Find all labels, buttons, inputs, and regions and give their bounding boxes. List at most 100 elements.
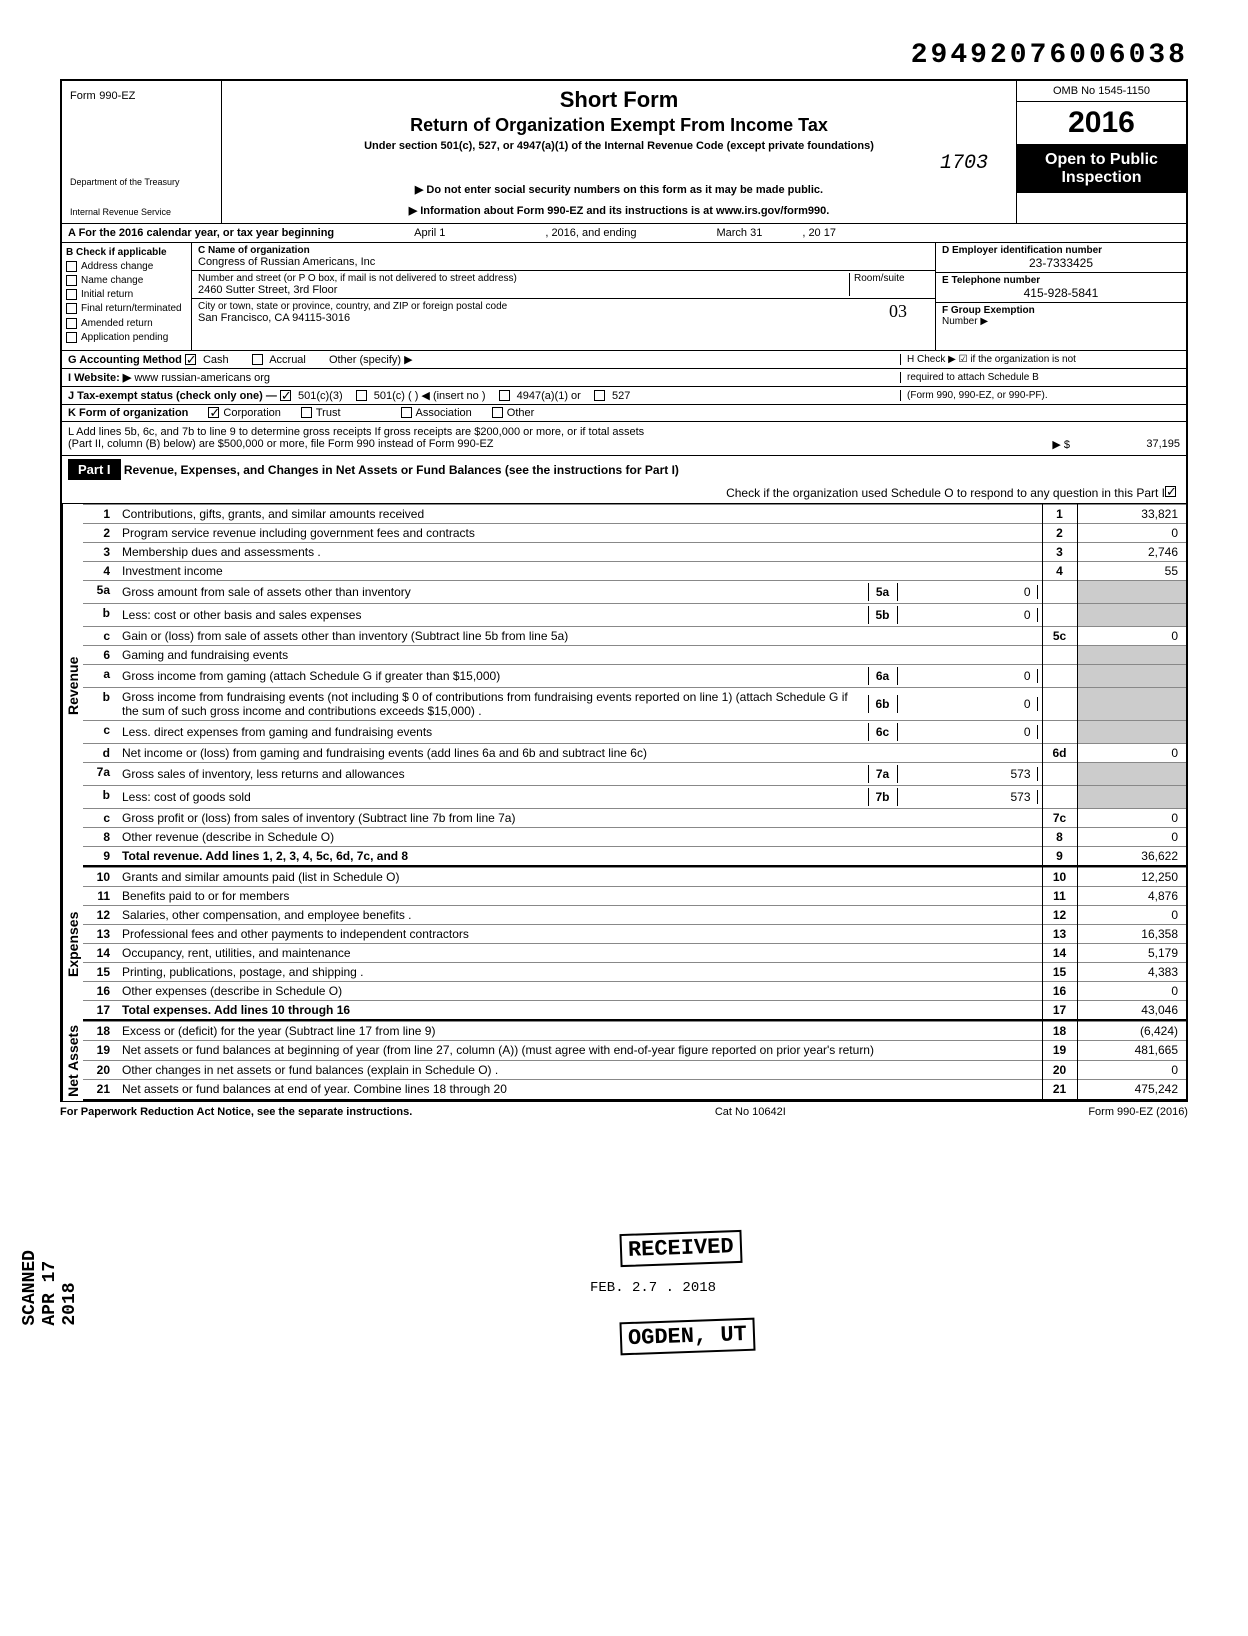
l-line1: L Add lines 5b, 6c, and 7b to line 9 to … [68, 426, 1180, 438]
l6-shade [1042, 645, 1077, 664]
check-cash[interactable] [185, 354, 196, 365]
check-final[interactable] [66, 303, 77, 314]
l5a-shade2 [1077, 580, 1187, 603]
dept-irs: Internal Revenue Service [70, 207, 213, 217]
lbl-insert: ) ◀ (insert no ) [415, 390, 486, 402]
l10-box: 10 [1042, 867, 1077, 886]
check-address[interactable] [66, 261, 77, 272]
l2-box: 2 [1042, 523, 1077, 542]
netassets-side-label: Net Assets [62, 1021, 83, 1101]
l3-amt: 2,746 [1077, 542, 1187, 561]
row-j-tax-status: J Tax-exempt status (check only one) — 5… [60, 387, 1188, 405]
j-label: J Tax-exempt status (check only one) — [68, 390, 277, 402]
l7b-shade2 [1077, 785, 1187, 808]
revenue-table: 1Contributions, gifts, grants, and simil… [83, 504, 1188, 867]
check-other-org[interactable] [492, 407, 503, 418]
l4-desc: Investment income [118, 561, 1042, 580]
lbl-assoc: Association [416, 407, 472, 419]
l2-amt: 0 [1077, 523, 1187, 542]
lbl-527: 527 [612, 390, 630, 402]
check-amended[interactable] [66, 318, 77, 329]
row-a-begin: April 1 [414, 227, 445, 239]
l13-amt: 16,358 [1077, 924, 1187, 943]
l20-num: 20 [83, 1060, 118, 1079]
l21-amt: 475,242 [1077, 1080, 1187, 1100]
name-label: C Name of organization [198, 245, 929, 256]
part1-title: Revenue, Expenses, and Changes in Net As… [124, 463, 679, 477]
barcode-number: 29492076006038 [60, 40, 1188, 71]
l11-amt: 4,876 [1077, 886, 1187, 905]
l5a-shade [1042, 580, 1077, 603]
l8-num: 8 [83, 827, 118, 846]
l5a-desc: Gross amount from sale of assets other t… [122, 585, 868, 599]
lbl-trust: Trust [316, 407, 341, 419]
l12-num: 12 [83, 905, 118, 924]
revenue-section: Revenue 1Contributions, gifts, grants, a… [60, 504, 1188, 867]
l6c-num: c [83, 720, 118, 743]
l13-num: 13 [83, 924, 118, 943]
l6-shade2 [1077, 645, 1187, 664]
open-line2: Inspection [1023, 169, 1180, 187]
l6d-box: 6d [1042, 743, 1077, 762]
l12-amt: 0 [1077, 905, 1187, 924]
footer-right: Form 990-EZ (2016) [1088, 1106, 1188, 1118]
website-value: www russian-americans org [134, 372, 270, 384]
col-c-org-info: C Name of organization Congress of Russi… [192, 243, 936, 350]
l6-desc: Gaming and fundraising events [118, 645, 1042, 664]
l12-box: 12 [1042, 905, 1077, 924]
l7a-num: 7a [83, 762, 118, 785]
lbl-initial: Initial return [81, 289, 133, 300]
l5b-shade [1042, 603, 1077, 626]
i-label: I Website: ▶ [68, 372, 131, 384]
form-header: Form 990-EZ Department of the Treasury I… [60, 79, 1188, 223]
ein-value: 23-7333425 [942, 256, 1180, 270]
l4-num: 4 [83, 561, 118, 580]
l5a-mb: 5a [868, 583, 898, 601]
netassets-section: Net Assets 18Excess or (deficit) for the… [60, 1021, 1188, 1101]
title-box: Short Form Return of Organization Exempt… [222, 81, 1016, 223]
l8-box: 8 [1042, 827, 1077, 846]
check-501c3[interactable] [280, 390, 291, 401]
part1-header-row: Part I Revenue, Expenses, and Changes in… [60, 456, 1188, 504]
l18-desc: Excess or (deficit) for the year (Subtra… [118, 1021, 1042, 1040]
check-name[interactable] [66, 275, 77, 286]
lbl-corp: Corporation [223, 407, 280, 419]
check-trust[interactable] [301, 407, 312, 418]
check-corp[interactable] [208, 407, 219, 418]
row-k-org-form: K Form of organization Corporation Trust… [60, 405, 1188, 422]
tel-value: 415-928-5841 [942, 286, 1180, 300]
check-accrual[interactable] [252, 354, 263, 365]
l15-box: 15 [1042, 962, 1077, 981]
l9-box: 9 [1042, 846, 1077, 866]
l-line2: (Part II, column (B) below) are $500,000… [68, 438, 1052, 451]
l21-desc: Net assets or fund balances at end of ye… [118, 1080, 1042, 1100]
l6a-desc: Gross income from gaming (attach Schedul… [122, 669, 868, 683]
l17-box: 17 [1042, 1000, 1077, 1020]
l9-num: 9 [83, 846, 118, 866]
l6b-desc: Gross income from fundraising events (no… [122, 690, 868, 718]
h-text1: H Check ▶ ☑ if the organization is not [907, 354, 1180, 365]
lbl-address: Address change [81, 261, 153, 272]
check-501c[interactable] [356, 390, 367, 401]
l3-box: 3 [1042, 542, 1077, 561]
l9-desc: Total revenue. Add lines 1, 2, 3, 4, 5c,… [118, 846, 1042, 866]
l7a-mb: 7a [868, 765, 898, 783]
lbl-pending: Application pending [81, 332, 168, 343]
lbl-other-org: Other [507, 407, 535, 419]
check-schedule-o[interactable] [1165, 486, 1176, 497]
l5a-mv: 0 [898, 585, 1038, 599]
lbl-other-method: Other (specify) ▶ [329, 354, 413, 366]
group-label2: Number ▶ [942, 316, 1180, 327]
l8-amt: 0 [1077, 827, 1187, 846]
check-initial[interactable] [66, 289, 77, 300]
row-a-label: A For the 2016 calendar year, or tax yea… [68, 227, 334, 239]
l7b-mb: 7b [868, 788, 898, 806]
check-assoc[interactable] [401, 407, 412, 418]
l7c-num: c [83, 808, 118, 827]
l5b-mv: 0 [898, 608, 1038, 622]
check-527[interactable] [594, 390, 605, 401]
expenses-side-label: Expenses [62, 867, 83, 1021]
l6a-shade2 [1077, 664, 1187, 687]
check-4947[interactable] [499, 390, 510, 401]
check-pending[interactable] [66, 332, 77, 343]
